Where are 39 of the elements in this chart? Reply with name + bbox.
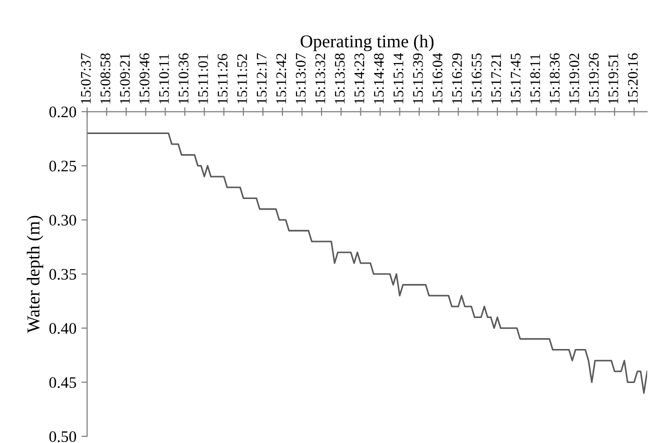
x-tick-label: 15:17:21 bbox=[491, 54, 502, 104]
x-tick-label: 15:12:17 bbox=[256, 53, 267, 104]
x-tick-label: 15:19:02 bbox=[569, 54, 580, 104]
x-tick-label: 15:07:37 bbox=[80, 53, 91, 104]
x-tick-label: 15:14:48 bbox=[374, 53, 384, 104]
line-series bbox=[87, 132, 648, 394]
y-tick-label: 0.20 bbox=[49, 106, 76, 118]
x-tick-label: 15:11:26 bbox=[218, 54, 228, 104]
x-tick-label: 15:17:45 bbox=[510, 53, 521, 104]
x-tick-label: 15:18:11 bbox=[530, 54, 540, 104]
x-axis-title: Operating time (h) bbox=[300, 34, 434, 52]
x-tick-label: 15:10:36 bbox=[178, 53, 189, 104]
x-tick-label: 15:14:23 bbox=[354, 53, 364, 104]
x-tick-label: 15:19:26 bbox=[588, 53, 599, 104]
x-tick-label: 15:16:55 bbox=[472, 53, 482, 104]
x-tick-label: 15:10:11 bbox=[159, 54, 169, 104]
x-tick-label: 15:11:01 bbox=[198, 54, 208, 104]
x-tick-label: 15:08:58 bbox=[100, 53, 110, 104]
x-tick-label: 15:15:14 bbox=[394, 53, 404, 104]
x-tick-label: 15:13:58 bbox=[334, 53, 345, 104]
x-tick-label: 15:20:16 bbox=[628, 53, 638, 104]
x-tick-label: 15:18:36 bbox=[550, 53, 560, 104]
y-tick-label: 0.25 bbox=[49, 160, 76, 172]
y-axis-title: Water depth (m) bbox=[26, 216, 44, 333]
x-tick-label: 15:09:21 bbox=[120, 54, 130, 104]
x-tick-label: 15:16:29 bbox=[452, 53, 462, 104]
x-tick-label: 15:13:07 bbox=[296, 53, 306, 104]
x-tick-label: 15:16:04 bbox=[432, 53, 442, 104]
y-tick-label: 0.50 bbox=[49, 431, 76, 442]
x-tick-label: 15:19:51 bbox=[608, 54, 618, 104]
x-tick-label: 15:15:39 bbox=[413, 53, 423, 104]
y-tick-label: 0.30 bbox=[49, 214, 76, 226]
y-tick-label: 0.35 bbox=[49, 268, 76, 280]
x-tick-label: 15:12:42 bbox=[276, 54, 286, 104]
x-tick-label: 15:13:32 bbox=[315, 54, 326, 104]
x-tick-label: 15:11:52 bbox=[237, 54, 248, 104]
x-tick-label: 15:09:46 bbox=[140, 53, 150, 104]
y-tick-label: 0.45 bbox=[49, 377, 76, 388]
y-tick-label: 0.40 bbox=[49, 323, 76, 334]
